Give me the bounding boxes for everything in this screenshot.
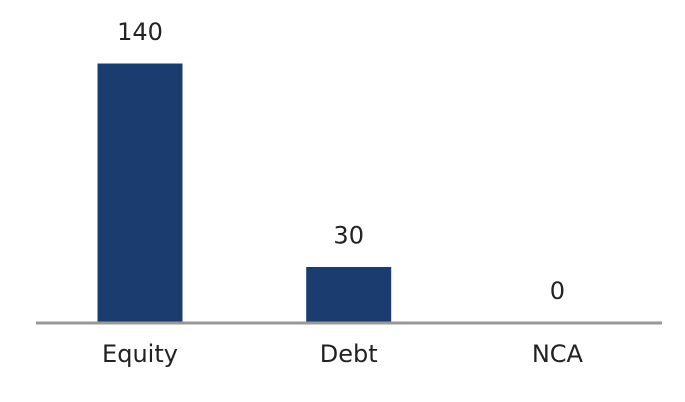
bar [306,267,392,324]
x-tick-label: Debt [320,340,378,368]
x-tick-label: Equity [102,340,178,368]
x-tick-label: NCA [532,340,584,368]
value-label: 0 [550,277,565,305]
value-label: 30 [333,222,364,250]
value-label: 140 [117,18,163,46]
bar [97,63,183,324]
